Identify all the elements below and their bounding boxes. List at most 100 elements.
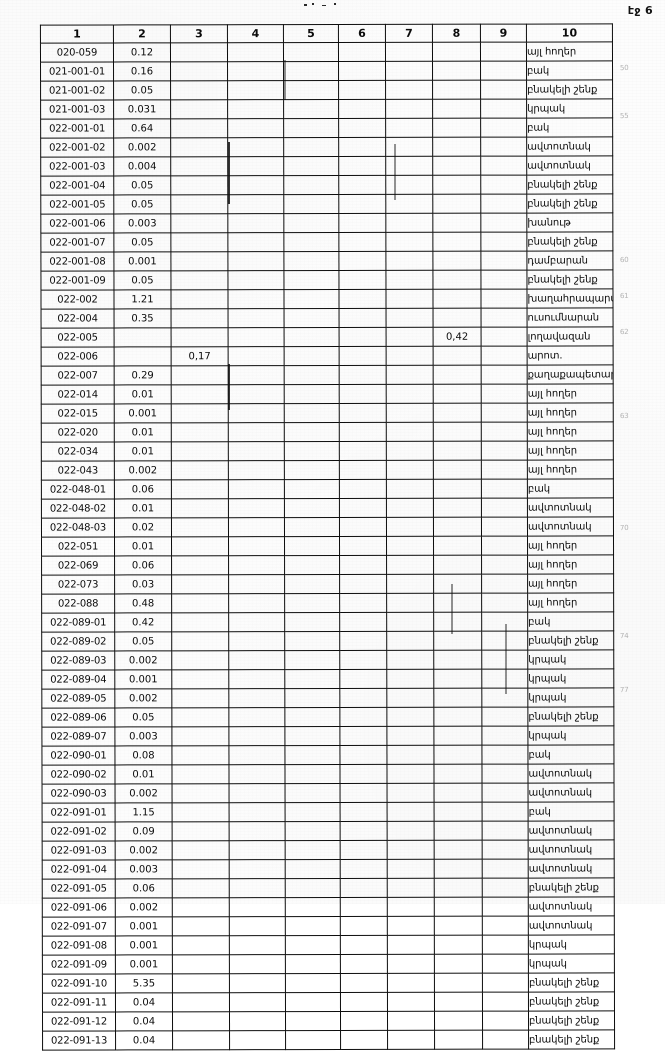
table-row: 022-091-10 5.35 բնակելի շենք — [42, 972, 615, 994]
table-row: 022-091-01 1.15 բակ — [42, 801, 615, 823]
value-cell-col7 — [385, 80, 433, 100]
value-cell-col5 — [284, 403, 340, 423]
value-cell-col9 — [481, 574, 528, 594]
value-cell-col5 — [283, 156, 339, 176]
land-use-label-cell: կրպակ — [528, 934, 615, 955]
value-cell-col4 — [228, 441, 285, 461]
parcel-code-cell: 022-020 — [41, 422, 115, 443]
table-row: 022-089-06 0.05 բնակելի շենք — [41, 706, 614, 728]
value-cell-col6 — [339, 650, 387, 670]
value-cell-col3 — [171, 726, 229, 746]
land-use-label-cell: կրպակ — [527, 687, 614, 708]
parcel-code-cell: 022-091-01 — [42, 802, 116, 823]
value-cell-col2: 0.002 — [115, 897, 173, 917]
value-cell-col7 — [385, 251, 433, 271]
value-cell-col6 — [338, 270, 386, 290]
value-cell-col5 — [284, 498, 340, 518]
column-header-10: 10 — [526, 23, 613, 43]
table-row: 022-034 0.01 այլ հողեր — [41, 440, 614, 462]
value-cell-col9 — [481, 422, 528, 442]
value-cell-col4 — [227, 137, 284, 157]
value-cell-col8 — [432, 251, 481, 271]
value-cell-col3 — [172, 840, 230, 860]
land-use-label-cell: այլ հողեր — [527, 554, 614, 575]
value-cell-col7 — [385, 232, 433, 252]
column-header-6: 6 — [338, 24, 386, 43]
value-cell-col8 — [433, 707, 482, 727]
value-cell-col5 — [285, 1011, 341, 1031]
value-cell-col3 — [172, 1030, 230, 1050]
value-cell-col5 — [284, 460, 340, 480]
value-cell-col7 — [385, 99, 433, 119]
value-cell-col9 — [482, 859, 529, 879]
value-cell-col6 — [339, 365, 387, 385]
value-cell-col2: 0.05 — [113, 232, 171, 252]
value-cell-col9 — [480, 232, 527, 252]
value-cell-col2: 0.48 — [114, 593, 172, 613]
column-header-3: 3 — [170, 24, 228, 43]
table-row: 022-091-06 0.002 ավտոտնակ — [42, 896, 615, 918]
value-cell-col2: 0.001 — [115, 954, 173, 974]
parcel-code-cell: 022-091-04 — [42, 859, 116, 880]
value-cell-col3 — [171, 688, 229, 708]
parcel-code-cell: 022-091-10 — [42, 973, 116, 994]
value-cell-col2: 0.12 — [113, 42, 171, 62]
value-cell-col6 — [338, 61, 386, 81]
land-use-label-cell: բնակելի շենք — [528, 1010, 615, 1031]
value-cell-col6 — [338, 137, 386, 157]
cadastral-table-container: 1 2 3 4 5 6 7 8 9 10 020-059 0.12 այլ հողե… — [40, 23, 615, 1051]
land-use-label-cell: բակ — [527, 611, 614, 632]
parcel-code-cell: 022-089-03 — [41, 650, 115, 671]
value-cell-col7 — [386, 688, 434, 708]
land-use-label-cell: կրպակ — [527, 725, 614, 746]
table-row: 022-015 0.001 այլ հողեր — [41, 402, 614, 424]
value-cell-col9 — [481, 745, 528, 765]
value-cell-col3 — [170, 99, 228, 119]
value-cell-col6 — [338, 99, 386, 119]
value-cell-col4 — [229, 992, 286, 1012]
value-cell-col4 — [227, 61, 284, 81]
value-cell-col7 — [386, 346, 434, 366]
value-cell-col2: 0.06 — [114, 479, 172, 499]
value-cell-col2: 0.01 — [114, 764, 173, 784]
value-cell-col2: 0.05 — [113, 175, 171, 195]
value-cell-col3 — [171, 574, 229, 594]
parcel-code-cell: 022-091-09 — [42, 954, 116, 975]
parcel-code-cell: 021-001-01 — [40, 61, 114, 82]
value-cell-col5 — [284, 517, 340, 537]
value-cell-col3 — [172, 897, 230, 917]
parcel-code-cell: 022-015 — [41, 403, 115, 424]
value-cell-col3 — [171, 745, 229, 765]
value-cell-col6 — [340, 973, 388, 993]
value-cell-col4 — [228, 764, 286, 784]
value-cell-col7 — [386, 498, 434, 518]
value-cell-col7 — [387, 802, 435, 822]
value-cell-col9 — [481, 498, 528, 518]
value-cell-col4 — [228, 479, 285, 499]
land-use-label-cell: կրպակ — [528, 953, 615, 974]
land-use-label-cell: բակ — [526, 117, 613, 138]
land-use-label-cell: այլ հողեր — [527, 402, 614, 423]
value-cell-col4 — [229, 821, 286, 841]
parcel-code-cell: 022-090-02 — [41, 764, 116, 785]
value-cell-col6 — [338, 42, 386, 62]
scan-ink-blot — [394, 144, 396, 200]
land-use-label-cell: բնակելի շենք — [528, 991, 615, 1012]
value-cell-col4 — [228, 517, 285, 537]
value-cell-col3 — [170, 251, 228, 271]
table-row: 022-091-07 0.001 ավտոտնակ — [42, 915, 615, 937]
table-row: 022-090-03 0.002 ավտոտնակ — [42, 782, 615, 804]
value-cell-col8 — [433, 745, 482, 765]
value-cell-col5 — [284, 422, 340, 442]
value-cell-col5 — [284, 365, 340, 385]
value-cell-col9 — [481, 479, 528, 499]
value-cell-col8 — [433, 574, 482, 594]
value-cell-col9 — [481, 308, 528, 328]
column-header-1: 1 — [40, 24, 114, 44]
value-cell-col7 — [386, 631, 434, 651]
value-cell-col9 — [480, 289, 528, 309]
value-cell-col4 — [228, 498, 285, 518]
value-cell-col8 — [433, 688, 482, 708]
value-cell-col5 — [284, 593, 340, 613]
value-cell-col3 — [171, 764, 230, 784]
